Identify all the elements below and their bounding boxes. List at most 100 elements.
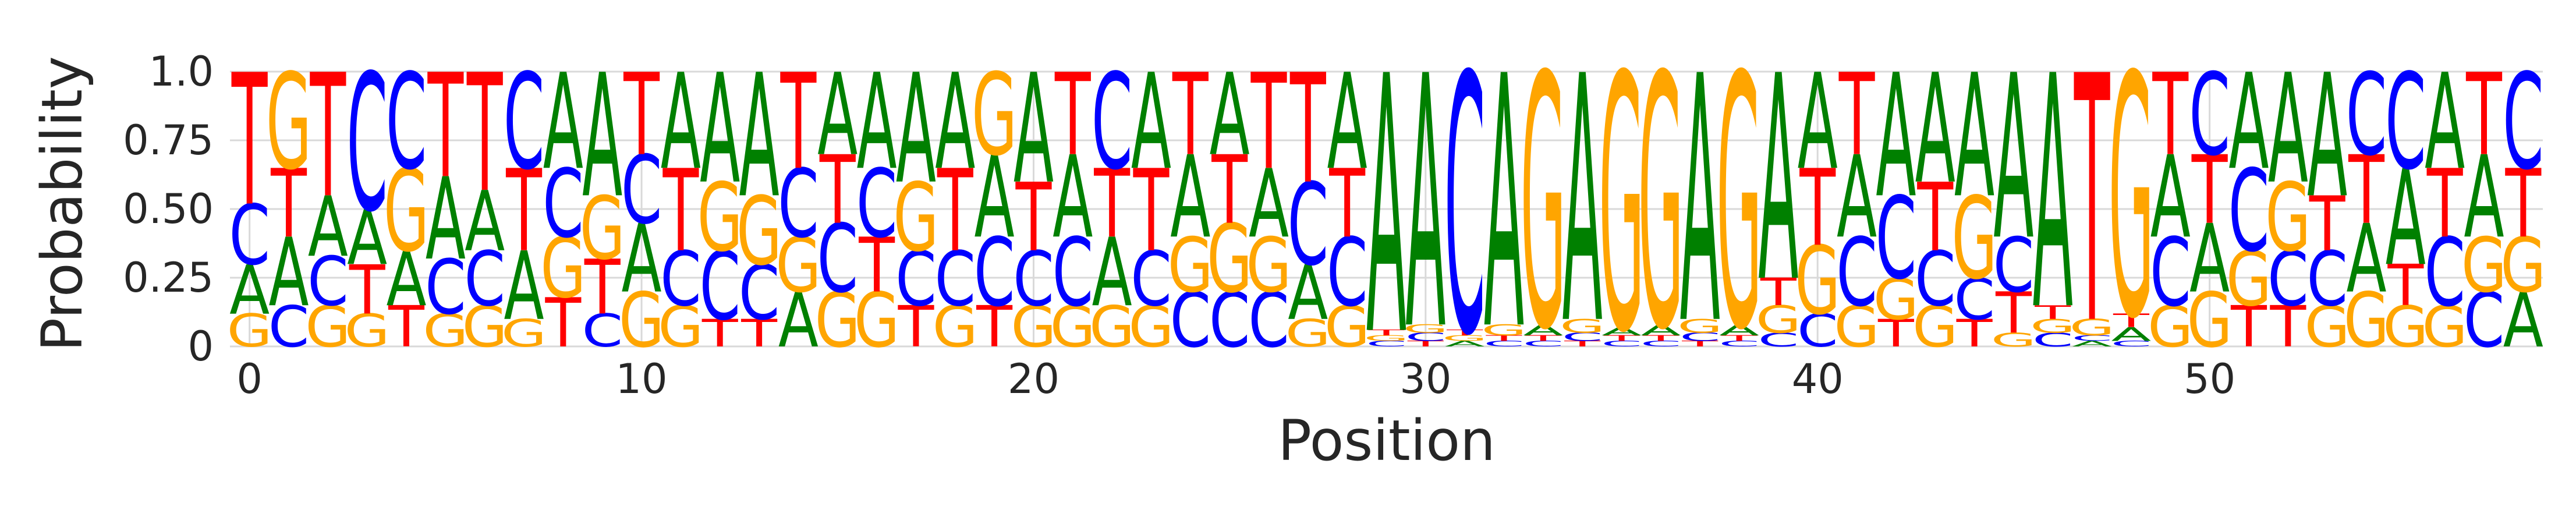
logo-letter-A: A [1954, 39, 1994, 236]
logo-letter-C: C [1523, 339, 1564, 348]
logo-letter-A: A [1758, 16, 1798, 345]
logo-letter-T: T [1956, 311, 1993, 355]
logo-letter-G: G [1677, 315, 1723, 337]
logo-letter-G: G [2305, 295, 2350, 360]
logo-letter-G: G [775, 222, 821, 309]
logo-letter-T: T [2034, 302, 2072, 324]
logo-letter-T: T [1367, 328, 1405, 337]
logo-letter-A: A [1092, 218, 1132, 327]
logo-letter-A: A [1366, 2, 1406, 413]
logo-letter-T: T [1329, 149, 1366, 259]
logo-letter-C: C [2385, 46, 2426, 199]
logo-letter-A: A [1445, 339, 1485, 348]
logo-letter-A: A [2268, 43, 2308, 217]
logo-letter-C: C [1444, 2, 1486, 413]
logo-letter-G: G [2069, 315, 2114, 341]
logo-letter-C: C [660, 236, 701, 323]
logo-letter-G: G [540, 221, 586, 317]
logo-letter-A: A [2228, 46, 2269, 199]
logo-letter-A: A [700, 43, 740, 217]
logo-letter-T: T [506, 146, 543, 277]
logo-letter-A: A [1993, 27, 2033, 290]
logo-letter-T: T [1642, 334, 1680, 343]
logo-letter-A: A [2386, 142, 2426, 295]
logo-letter-A: A [1876, 39, 1916, 236]
logo-letter-T: T [858, 222, 895, 309]
logo-letter-G: G [1560, 315, 1605, 337]
y-tick-label: 0.25 [123, 254, 214, 302]
logo-letter-C: C [1679, 331, 1721, 344]
logo-letter-G: G [1638, 3, 1684, 406]
logo-letter-G: G [2226, 236, 2272, 323]
logo-letter-T: T [2505, 149, 2542, 259]
logo-letter-A: A [386, 236, 426, 323]
logo-letter-A: A [1915, 43, 1955, 217]
logo-letter-T: T [740, 311, 778, 355]
logo-letter-A: A [347, 194, 387, 282]
logo-letter-C: C [817, 204, 858, 314]
logo-letter-G: G [2187, 277, 2232, 364]
logo-letter-C: C [1836, 218, 1877, 327]
logo-letter-T: T [1250, 46, 1287, 199]
logo-letter-G: G [1991, 329, 2036, 351]
logo-letter-A: A [2111, 323, 2151, 345]
logo-letter-T: T [545, 284, 582, 363]
logo-letter-T: T [1211, 136, 1248, 245]
logo-letter-A: A [543, 46, 583, 199]
logo-letter-T: T [2465, 49, 2502, 181]
logo-letter-T: T [2073, 5, 2111, 399]
logo-letter-C: C [1993, 222, 2035, 309]
logo-letter-G: G [2383, 295, 2428, 360]
logo-letter-C: C [307, 242, 349, 321]
y-tick-label: 0.75 [123, 116, 214, 164]
logo-letter-C: C [2464, 277, 2505, 364]
logo-letter-A: A [1640, 322, 1681, 339]
logo-letter-A: A [857, 46, 897, 199]
logo-letter-G: G [1128, 295, 1174, 360]
logo-letter-T: T [1799, 147, 1836, 270]
logo-letter-G: G [580, 178, 625, 279]
logo-letter-A: A [308, 179, 348, 276]
logo-letter-C: C [856, 149, 898, 259]
logo-letter-A: A [1288, 250, 1328, 337]
logo-letter-A: A [1680, 5, 1720, 399]
logo-letter-C: C [1248, 277, 1289, 364]
x-tick-label: 0 [236, 355, 263, 403]
logo-letter-A: A [2033, 9, 2073, 381]
x-tick-label: 30 [1399, 355, 1451, 403]
logo-letter-G: G [384, 146, 429, 277]
logo-letter-G: G [1521, 3, 1566, 406]
logo-letter-T: T [1760, 270, 1797, 314]
logo-letter-T: T [780, 46, 817, 199]
logo-letter-A: A [1327, 46, 1367, 199]
logo-letter-A: A [1249, 149, 1289, 259]
logo-letter-C: C [2306, 236, 2348, 323]
logo-letter-C: C [895, 236, 937, 323]
logo-letter-C: C [1013, 236, 1054, 323]
logo-letter-A: A [2189, 204, 2230, 314]
logo-letter-A: A [1484, 3, 1524, 406]
logo-letter-A: A [1405, 3, 1445, 406]
logo-letter-G: G [1599, 2, 1644, 410]
logo-letter-A: A [2346, 204, 2386, 314]
logo-letter-G: G [854, 277, 899, 364]
logo-letter-T: T [1172, 49, 1209, 181]
logo-letter-C: C [229, 187, 270, 284]
logo-letter-G: G [1050, 295, 1096, 360]
logo-letter-A: A [2464, 132, 2504, 264]
logo-letter-C: C [1327, 218, 1368, 327]
logo-letter-G: G [1873, 267, 1919, 333]
x-tick-label: 50 [2184, 355, 2235, 403]
logo-letter-T: T [310, 39, 346, 236]
logo-letter-G: G [1795, 226, 1840, 335]
logo-letter-A: A [622, 204, 662, 314]
logo-letter-G: G [815, 277, 860, 364]
logo-letter-C: C [1092, 46, 1133, 199]
logo-letter-A: A [2425, 46, 2465, 199]
logo-letter-A: A [1014, 43, 1054, 217]
logo-letter-A: A [1131, 46, 1171, 199]
logo-letter-C: C [1718, 339, 1760, 348]
logo-letter-C: C [1758, 329, 1799, 351]
logo-letter-T: T [1603, 334, 1640, 343]
